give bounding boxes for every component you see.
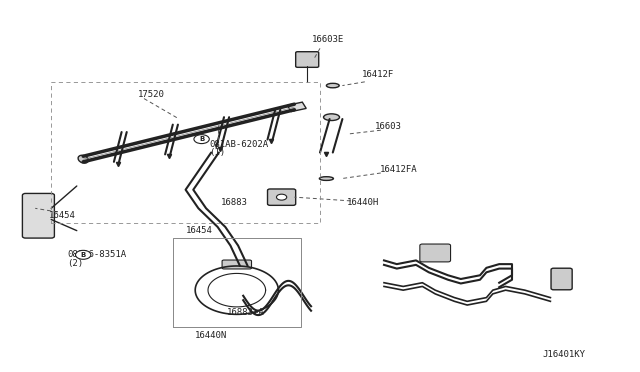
- Text: 16603: 16603: [375, 122, 402, 131]
- Ellipse shape: [323, 114, 339, 121]
- Bar: [287, 102, 306, 112]
- FancyBboxPatch shape: [420, 244, 451, 262]
- FancyBboxPatch shape: [551, 268, 572, 290]
- Ellipse shape: [276, 194, 287, 200]
- Text: 16440N: 16440N: [195, 331, 227, 340]
- Ellipse shape: [78, 155, 88, 163]
- FancyBboxPatch shape: [22, 193, 54, 238]
- Text: B: B: [199, 136, 204, 142]
- FancyBboxPatch shape: [222, 260, 252, 269]
- Text: B: B: [81, 252, 86, 258]
- Text: 081A6-8351A: 081A6-8351A: [67, 250, 126, 259]
- Text: 16603E: 16603E: [312, 35, 344, 44]
- Text: 16412F: 16412F: [362, 70, 394, 79]
- Ellipse shape: [326, 83, 339, 88]
- Text: 081AB-6202A: 081AB-6202A: [209, 140, 268, 149]
- Text: 16440H: 16440H: [347, 198, 379, 207]
- Text: 16883+A: 16883+A: [227, 308, 265, 317]
- Text: 16454: 16454: [49, 211, 76, 220]
- Text: 16454: 16454: [186, 226, 212, 235]
- Circle shape: [194, 135, 209, 144]
- Circle shape: [76, 250, 91, 259]
- Text: J16401KY: J16401KY: [543, 350, 586, 359]
- Ellipse shape: [319, 177, 333, 180]
- FancyBboxPatch shape: [296, 52, 319, 67]
- Text: (1): (1): [209, 148, 225, 157]
- Text: 17520: 17520: [138, 90, 164, 99]
- FancyBboxPatch shape: [268, 189, 296, 205]
- Text: 16883: 16883: [221, 198, 248, 207]
- Text: (2): (2): [67, 259, 83, 267]
- Text: 16412FA: 16412FA: [380, 165, 417, 174]
